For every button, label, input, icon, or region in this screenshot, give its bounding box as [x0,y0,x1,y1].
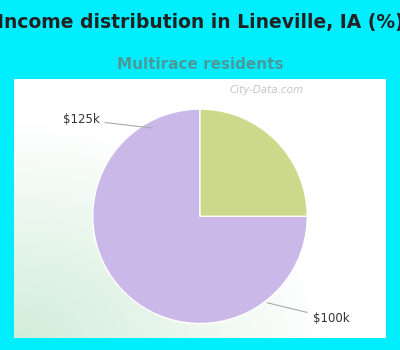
Text: City-Data.com: City-Data.com [230,85,304,95]
Text: $125k: $125k [63,113,152,128]
Wedge shape [200,109,307,216]
Text: Multirace residents: Multirace residents [117,57,283,72]
Text: Income distribution in Lineville, IA (%): Income distribution in Lineville, IA (%) [0,13,400,32]
Wedge shape [93,109,307,323]
Text: $100k: $100k [267,303,349,325]
